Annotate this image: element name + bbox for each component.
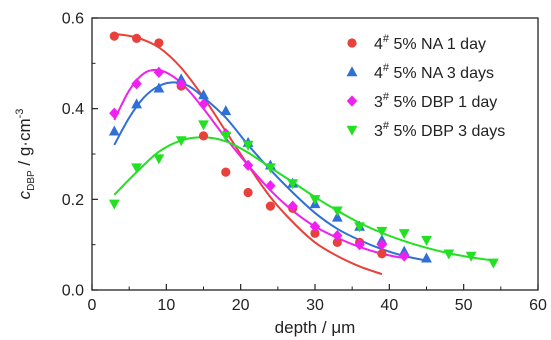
- data-point-series-1: [265, 201, 275, 211]
- data-point-series-1: [243, 187, 253, 198]
- data-point-series-3: [265, 180, 276, 192]
- data-point-series-3: [198, 98, 209, 110]
- x-axis-ticks: 0 10 20 30 40 50 60: [88, 284, 547, 314]
- data-point-series-1: [132, 33, 142, 44]
- legend: 4# 5% NA 1 day 4# 5% NA 3 days 3# 5% DBP 1…: [346, 33, 505, 140]
- data-point-series-4: [465, 251, 477, 262]
- plot-frame: [91, 17, 539, 291]
- data-point-series-4: [242, 140, 254, 151]
- data-point-series-4: [265, 163, 276, 174]
- data-point-series-3: [354, 239, 365, 251]
- data-point-series-4: [354, 222, 365, 233]
- x-tick-label: 50: [455, 297, 473, 314]
- data-point-series-1: [377, 249, 387, 259]
- data-point-series-1: [198, 131, 209, 141]
- data-point-series-2: [198, 89, 209, 100]
- data-point-series-4: [309, 195, 321, 206]
- y-axis-ticks: 0.0 0.2 0.4 0.6: [62, 11, 98, 300]
- data-point-series-4: [331, 206, 343, 217]
- data-point-series-4: [398, 229, 410, 240]
- data-point-series-3: [287, 200, 298, 212]
- x-tick-label: 60: [529, 297, 547, 314]
- y-axis-label: cDBP / g·cm-3: [14, 109, 37, 200]
- legend-marker-series-4: [346, 125, 358, 136]
- data-point-series-3: [109, 107, 120, 119]
- y-tick-label: 0.6: [62, 11, 84, 28]
- plot-area-border: [91, 17, 539, 291]
- fit-curve-series-3: [113, 68, 405, 260]
- data-point-series-3: [376, 239, 388, 251]
- data-point-series-4: [220, 131, 232, 142]
- data-point-series-2: [421, 252, 432, 263]
- data-point-series-2: [131, 98, 142, 109]
- data-point-series-2: [220, 105, 232, 116]
- x-tick-label: 0: [88, 297, 97, 314]
- fit-curve-series-4: [113, 136, 494, 262]
- data-point-series-4: [443, 249, 455, 260]
- data-point-series-4: [175, 136, 187, 147]
- data-point-series-2: [331, 211, 343, 222]
- legend-label-series-3: 3# 5% DBP 1 day: [374, 91, 497, 111]
- data-point-series-3: [131, 78, 142, 90]
- data-point-series-3: [176, 78, 187, 90]
- x-tick-label: 10: [157, 297, 175, 314]
- x-tick-label: 20: [232, 297, 250, 314]
- data-point-series-4: [488, 258, 499, 269]
- x-axis-label: depth / μm: [275, 318, 356, 337]
- data-point-series-4: [376, 226, 388, 237]
- legend-marker-series-1: [347, 38, 357, 48]
- data-point-series-3: [332, 230, 343, 242]
- data-point-series-1: [154, 38, 164, 48]
- data-point-series-4: [198, 120, 209, 131]
- data-point-series-4: [131, 163, 142, 174]
- data-point-series-3: [399, 250, 410, 262]
- data-point-series-3: [309, 220, 321, 233]
- data-point-series-4: [421, 235, 432, 246]
- legend-label-series-2: 4# 5% NA 3 days: [374, 62, 494, 82]
- data-point-series-1: [310, 228, 320, 238]
- x-tick-label: 40: [380, 297, 398, 314]
- data-point-series-4: [287, 179, 299, 190]
- data-point-series-3: [242, 159, 254, 171]
- data-point-series-2: [108, 125, 120, 136]
- data-point-series-1: [332, 237, 342, 247]
- legend-label-series-4: 3# 5% DBP 3 days: [374, 120, 505, 140]
- data-point-series-1: [221, 167, 231, 177]
- data-points: [108, 31, 499, 269]
- x-tick-label: 30: [306, 297, 324, 314]
- legend-marker-series-2: [346, 66, 358, 77]
- data-point-series-1: [109, 31, 119, 41]
- legend-marker-series-3: [346, 95, 358, 107]
- data-point-series-2: [153, 82, 165, 93]
- data-point-series-3: [153, 66, 165, 78]
- data-point-series-4: [108, 199, 120, 210]
- y-tick-label: 0.0: [62, 283, 84, 300]
- data-point-series-4: [153, 154, 165, 165]
- legend-label-series-1: 4# 5% NA 1 day: [374, 33, 486, 53]
- y-tick-label: 0.4: [62, 101, 84, 118]
- y-tick-label: 0.2: [62, 192, 84, 209]
